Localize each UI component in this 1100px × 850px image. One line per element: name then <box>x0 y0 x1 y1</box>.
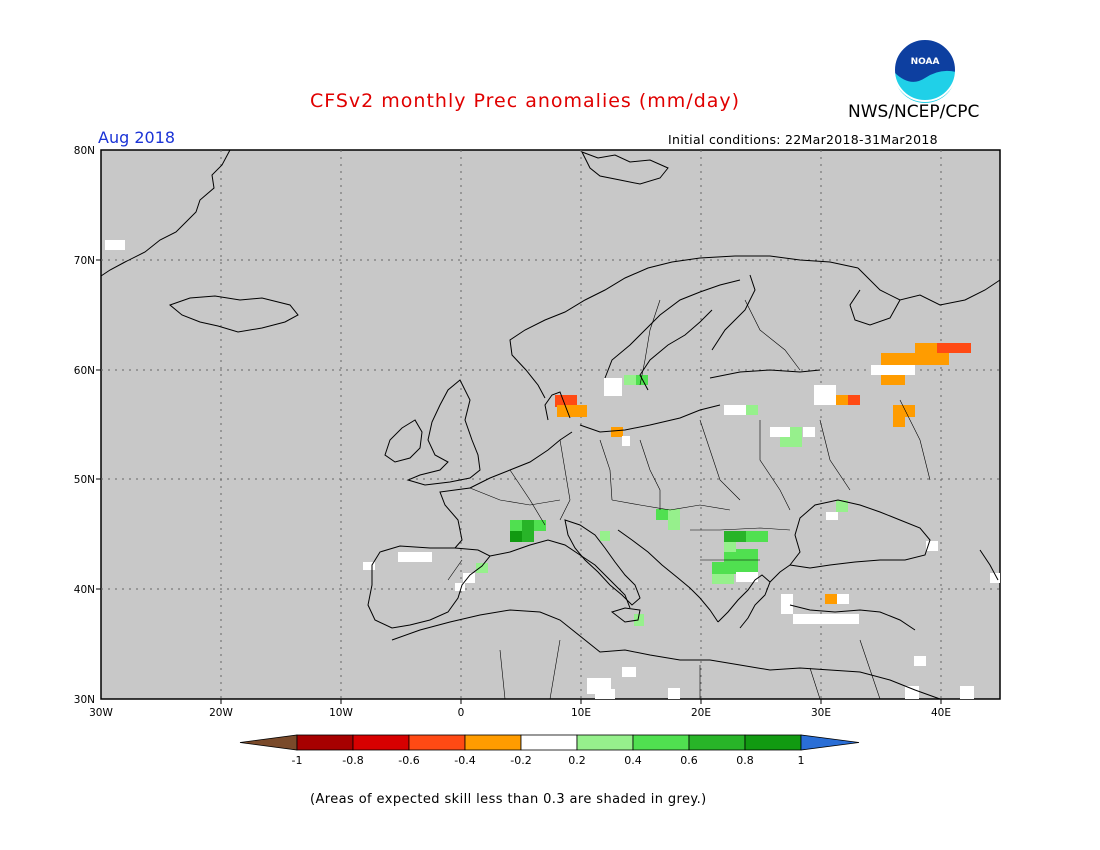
noaa-logo: NOAA <box>893 38 957 103</box>
initial-conditions: Initial conditions: 22Mar2018-31Mar2018 <box>668 132 938 147</box>
lat-label: 60N <box>74 365 95 377</box>
lat-label: 30N <box>74 694 95 706</box>
colorbar-label: -0.6 <box>398 754 419 767</box>
colorbar-swatch <box>464 734 522 751</box>
lon-label: 20E <box>691 707 711 719</box>
lat-axis-labels: 80N 70N 60N 50N 40N 30N <box>74 145 95 706</box>
lon-label: 10W <box>329 707 353 719</box>
colorbar-label: -0.4 <box>454 754 475 767</box>
footnote: (Areas of expected skill less than 0.3 a… <box>310 792 707 807</box>
colorbar-label: -0.8 <box>342 754 363 767</box>
noaa-logo-text: NOAA <box>911 57 940 67</box>
lat-label: 50N <box>74 474 95 486</box>
colorbar-label: 0.4 <box>624 754 642 767</box>
colorbar-swatch <box>744 734 802 751</box>
colorbar: -1 -0.8 -0.6 -0.4 -0.2 0.2 0.4 0.6 0.8 1 <box>239 734 860 767</box>
lat-label: 70N <box>74 255 95 267</box>
colorbar-label: 0.8 <box>736 754 754 767</box>
map-area <box>100 149 1001 700</box>
forecast-month: Aug 2018 <box>98 128 176 147</box>
lon-label: 10E <box>571 707 591 719</box>
lon-label: 40E <box>931 707 951 719</box>
colorbar-swatch <box>576 734 634 751</box>
tick-marks <box>96 259 942 704</box>
colorbar-label: 0.6 <box>680 754 698 767</box>
colorbar-label: 1 <box>798 754 805 767</box>
lat-label: 40N <box>74 584 95 596</box>
lat-label: 80N <box>74 145 95 157</box>
colorbar-swatch <box>296 734 354 751</box>
chart-title: CFSv2 monthly Prec anomalies (mm/day) <box>310 90 741 112</box>
colorbar-swatch <box>632 734 690 751</box>
colorbar-label: -0.2 <box>510 754 531 767</box>
lon-axis-labels: 30W 20W 10W 0 10E 20E 30E 40E <box>89 707 951 719</box>
colorbar-arrow-high <box>800 734 860 751</box>
colorbar-swatch <box>408 734 466 751</box>
colorbar-label: 0.2 <box>568 754 586 767</box>
colorbar-swatch <box>688 734 746 751</box>
colorbar-arrow-low <box>239 734 298 751</box>
colorbar-label: -1 <box>292 754 303 767</box>
grid-lines <box>101 150 1000 699</box>
lon-label: 30W <box>89 707 113 719</box>
coastlines <box>100 149 1001 700</box>
lon-label: 30E <box>811 707 831 719</box>
lon-label: 0 <box>458 707 465 719</box>
anomaly-cells <box>105 240 1000 699</box>
colorbar-swatch <box>520 734 578 751</box>
org-label: NWS/NCEP/CPC <box>848 102 980 122</box>
lon-label: 20W <box>209 707 233 719</box>
colorbar-swatch <box>352 734 410 751</box>
country-borders <box>447 299 931 700</box>
